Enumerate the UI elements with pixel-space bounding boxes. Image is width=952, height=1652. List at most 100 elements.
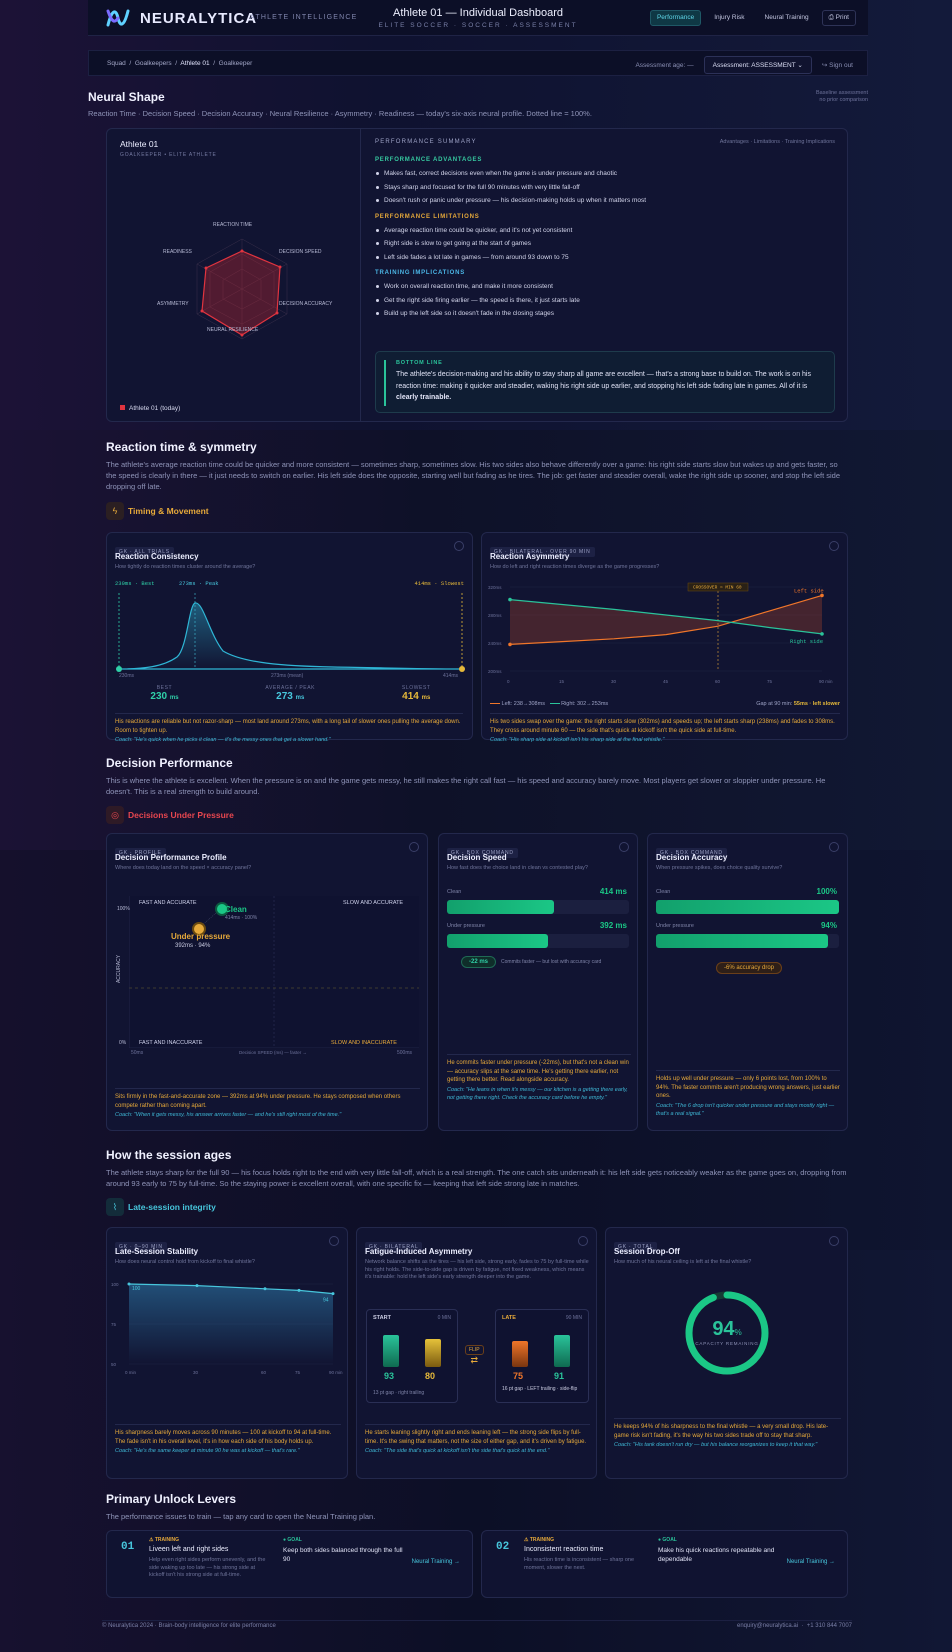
footer-email[interactable]: enquiry@neuralytica.ai [736,1623,799,1629]
summary-tabs[interactable]: Advantages · Limitations · Training Impl… [719,139,835,145]
quadrant-slow-accurate: SLOW AND ACCURATE [343,900,404,906]
sign-out-link[interactable]: ↪ Sign out [821,62,853,69]
y-tick: 280ms [488,613,502,618]
right-series-label: Right side [790,638,823,645]
x-tick: 75 [767,679,773,684]
tab-performance[interactable]: Performance [649,10,702,26]
card-tag: GK · 0–90 MIN [115,1242,167,1252]
x-tick: 90 min [329,1370,343,1375]
start-left-bar [383,1335,399,1367]
lever-desc: His reaction time is inconsistent — shar… [524,1557,635,1571]
clean-value: 414 ms [599,887,627,896]
crumb-goalkeepers[interactable]: Goalkeepers [134,60,172,67]
info-icon[interactable] [829,1236,839,1246]
y-tick: 320ms [488,585,502,590]
info-icon[interactable] [578,1236,588,1246]
quadrant-fast-inaccurate: FAST AND INACCURATE [139,1040,203,1046]
section-late-session: Late-session integrity [128,1202,216,1212]
neural-training-link[interactable]: Neural Training → [787,1559,835,1565]
x-tick: 75 [295,1370,301,1375]
arrow-right-icon: → [454,1559,460,1565]
reaction-consistency-card: GK · ALL TRIALS Reaction Consistency How… [106,532,473,743]
card-question: How do left and right reaction times div… [490,564,660,570]
y-tick: 200ms [488,669,502,674]
coach-quote: Coach: "He's the same keeper at minute 9… [115,1448,300,1454]
info-icon[interactable] [619,842,629,852]
right-series-line [509,599,823,635]
dashboard-title: Athlete 01 — Individual Dashboard [393,7,563,19]
stat-slowest: SLOWEST 414 ms [402,685,431,702]
pressure-value: 94% [820,921,837,930]
info-icon[interactable] [329,1236,339,1246]
list-item: Get the right side firing earlier — the … [375,294,835,308]
crumb-athlete[interactable]: Athlete 01 [180,60,210,67]
crumb-squad[interactable]: Squad [107,60,126,67]
x-tick-slowest: 414ms [443,673,459,679]
stat-best: BEST 230 ms [150,685,178,702]
print-icon: ⎙ [828,14,836,21]
x-tick-min: 50ms [131,1050,144,1056]
slowest-marker-label: 414ms · Slowest [414,580,464,587]
x-tick: 30 [611,679,617,684]
info-icon[interactable] [409,842,419,852]
neural-shape-title: Neural Shape [88,90,165,104]
capacity-value: 94 [712,1318,735,1340]
tab-neural-training[interactable]: Neural Training [764,14,809,21]
best-marker-label: 230ms · Best [115,580,155,587]
implications-list: Work on overall reaction time, and make … [375,280,835,321]
late-time: 90 MIN [565,1315,582,1321]
card-question: How fast does the choice land in clean v… [447,865,588,871]
bottom-line-box: BOTTOM LINE The athlete's decision-makin… [375,351,835,413]
card-title: Decision Accuracy [656,853,728,862]
card-question: How tightly do reaction times cluster ar… [115,564,256,570]
lever-title: Liveen left and right sides [149,1546,229,1553]
coach-quote: Coach: "His sharp side at kickoff isn't … [490,737,665,743]
stat-label: SLOWEST [401,685,431,691]
link-label: Neural Training [411,1559,453,1565]
decision-profile-card: GK · PROFILE Decision Performance Profil… [106,833,428,1131]
print-button[interactable]: ⎙ Print [821,10,856,26]
assessment-select[interactable]: Assessment: ASSESSMENT ⌄ [703,56,812,74]
stat-value: 414 [402,691,419,702]
neural-training-link[interactable]: Neural Training → [412,1559,460,1565]
stability-point [127,1282,131,1286]
axis-reaction-time: REACTION TIME [213,222,253,228]
lever-card-2[interactable]: 02 ⚠ TRAINING Inconsistent reaction time… [481,1530,848,1598]
clean-value: 100% [816,887,837,896]
gap-area [510,595,822,645]
capacity-arc [685,1291,769,1375]
pressure-label: Under pressure [656,923,694,929]
info-icon[interactable] [454,541,464,551]
axis-decision-speed: DECISION SPEED [279,249,322,255]
lever-card-1[interactable]: 01 ⚠ TRAINING Liveen left and right side… [106,1530,473,1598]
tab-injury-risk[interactable]: Injury Risk [714,14,745,21]
card-note: He keeps 94% of his sharpness to the fin… [614,1424,829,1439]
info-icon[interactable] [829,842,839,852]
neural-shape-card: Athlete 01 GOALKEEPER • ELITE ATHLETE RE… [106,128,848,422]
speed-delta-text: Commits faster — but lost with accuracy … [501,959,602,965]
x-tick: 0 min [125,1370,137,1375]
pressure-bar [656,934,839,948]
list-item: Work on overall reaction time, and make … [375,280,835,294]
legend-right-swatch [549,702,560,705]
stat-unit: ms [295,695,305,701]
breadcrumb-bar: Squad / Goalkeepers / Athlete 01 / Goalk… [88,50,868,76]
info-icon[interactable] [829,541,839,551]
list-item: Average reaction time could be quicker, … [375,224,835,238]
card-note: His reactions are reliable but not razor… [115,719,461,734]
coach-quote: Coach: "His tank doesn't run dry — but h… [614,1442,818,1448]
coach-quote: Coach: "The 6 drop isn't quicker under p… [656,1102,835,1117]
list-item: Build up the left side so it doesn't fad… [375,307,835,321]
levers-title: Primary Unlock Levers [106,1492,237,1506]
clean-label: Clean [225,905,247,914]
arrow-right-icon: → [829,1559,835,1565]
x-tick-mean: 273ms (mean) [271,673,304,679]
quadrant-fast-accurate: FAST AND ACCURATE [139,900,197,906]
x-tick: 90 min [819,679,833,684]
brand-name: NEURALYTICA [140,10,258,27]
card-tag: GK · TOTAL [614,1242,658,1252]
left-point [820,593,824,598]
lever-training-label: TRAINING [154,1537,180,1543]
y-tick: 75 [111,1322,117,1327]
footer-phone[interactable]: +1 310 844 7007 [806,1623,852,1629]
